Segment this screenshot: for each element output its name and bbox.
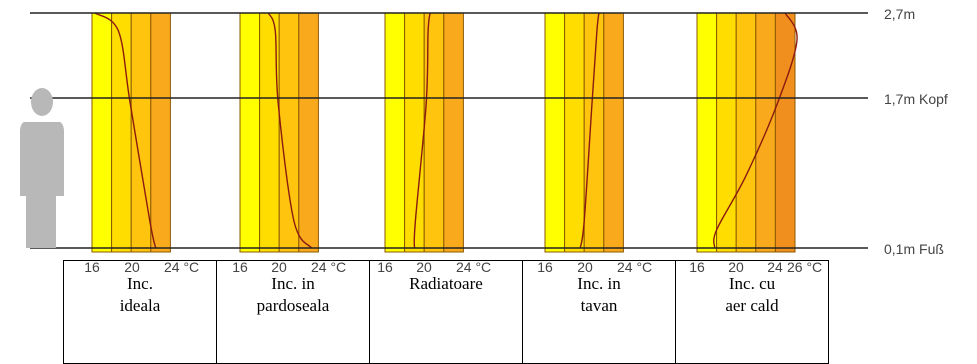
height-labels: 2,7m 1,7m Kopf 0,1m Fuß [884, 6, 948, 257]
temperature-profile-curve [579, 12, 600, 249]
person-head-icon [31, 88, 53, 116]
heating-type-cell-floor: Inc. in pardoseala [216, 260, 370, 364]
temperature-band [239, 12, 261, 253]
heating-type-cell-radiators: Radiatoare [369, 260, 523, 364]
heating-type-label: aer cald [725, 296, 779, 315]
height-lines [30, 12, 868, 249]
heating-type-label: Inc. [127, 274, 153, 293]
temperature-band [278, 12, 300, 253]
heating-type-row: Inc. ideala Inc. in pardoseala Radiatoar… [63, 260, 829, 364]
temperature-band [443, 12, 464, 253]
heating-type-label: Inc. in [577, 274, 621, 293]
temperature-band [774, 12, 796, 253]
temperature-profile-curve [267, 12, 313, 249]
temperature-curves [94, 12, 798, 249]
temperature-band [603, 12, 624, 253]
heating-type-table: Inc. ideala Inc. in pardoseala Radiatoar… [63, 260, 829, 364]
heating-type-cell-ceiling: Inc. in tavan [522, 260, 676, 364]
heating-type-label: pardoseala [256, 296, 330, 315]
temperature-band [384, 12, 406, 253]
heating-type-cell-ideal: Inc. ideala [63, 260, 217, 364]
heating-type-label: Radiatoare [409, 274, 483, 293]
temperature-profile-diagram: 16 20 24 °C 16 20 24 °C 16 20 24 °C 16 20 24 °C 16 20… [20, 6, 948, 275]
temperature-band [716, 12, 737, 253]
temperature-band [583, 12, 605, 253]
temperature-band [91, 12, 113, 253]
temperature-band [735, 12, 757, 253]
heating-type-label: ideala [119, 296, 161, 315]
temperature-profile-curve [94, 12, 157, 249]
height-label: 0,1m Fuß [884, 241, 944, 257]
height-label: 2,7m [884, 6, 915, 22]
temperature-band [564, 12, 585, 253]
temperature-band [150, 12, 171, 253]
temperature-profile-curve [413, 12, 431, 249]
person-icon [20, 88, 64, 248]
heating-type-label: tavan [580, 296, 618, 315]
temperature-band [111, 12, 132, 253]
height-label: 1,7m Kopf [884, 91, 948, 107]
temperature-band [544, 12, 566, 253]
temperature-bands [91, 12, 796, 253]
heating-type-cell-warm-air: Inc. cu aer cald [675, 260, 829, 364]
temperature-profile-curve [713, 12, 798, 249]
person-body-icon [20, 122, 64, 248]
heating-type-label: Inc. in [271, 274, 315, 293]
heating-type-label: Inc. cu [728, 274, 776, 293]
temperature-band [404, 12, 425, 253]
temperature-band [696, 12, 718, 253]
temperature-band [130, 12, 152, 253]
temperature-band [298, 12, 319, 253]
